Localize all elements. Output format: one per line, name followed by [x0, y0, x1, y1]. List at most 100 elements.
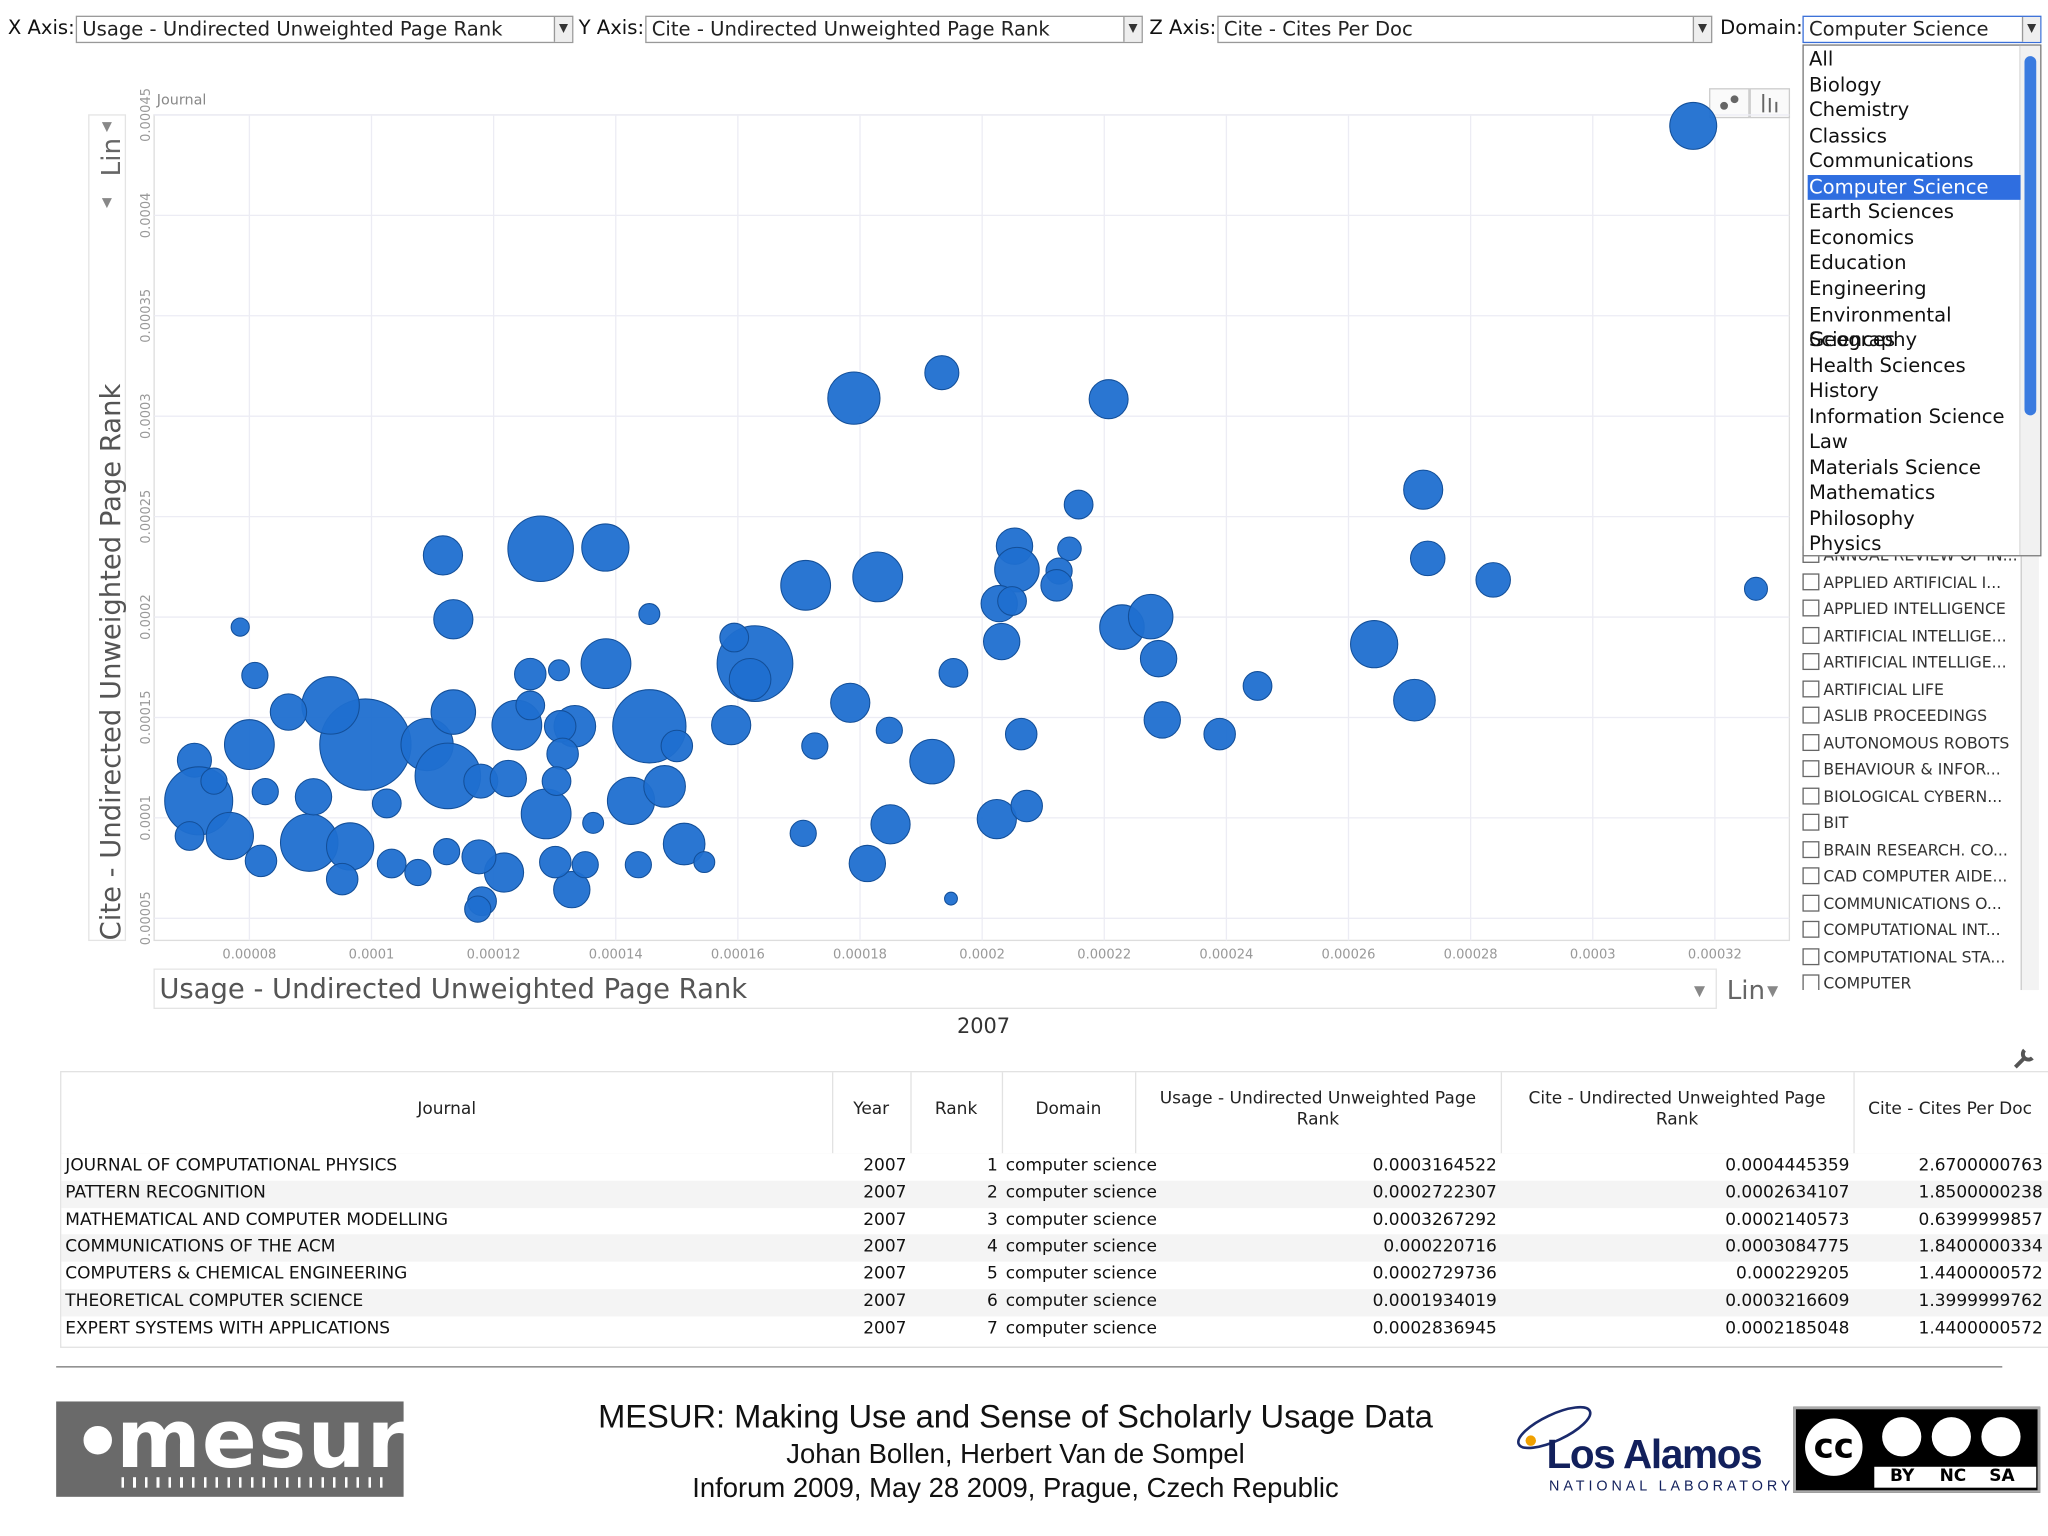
- journal-row[interactable]: COMPUTATIONAL STA...: [1802, 944, 2005, 970]
- dropdown-option[interactable]: Geography: [1808, 327, 1918, 352]
- dropdown-option[interactable]: Mathematics: [1808, 481, 1936, 505]
- bubble: [801, 732, 829, 760]
- journal-row[interactable]: APPLIED INTELLIGENCE: [1802, 596, 2006, 622]
- year-label[interactable]: 2007: [957, 1014, 1010, 1038]
- table-row[interactable]: [61, 1207, 2048, 1235]
- bubble: [848, 844, 887, 883]
- checkbox[interactable]: [1802, 572, 1820, 590]
- checkbox[interactable]: [1802, 599, 1820, 617]
- settings-icon[interactable]: [2011, 1045, 2037, 1071]
- checkbox[interactable]: [1802, 653, 1820, 671]
- domain-select[interactable]: Computer Science ▼: [1802, 15, 2042, 44]
- checkbox[interactable]: [1802, 920, 1820, 938]
- bubble: [944, 891, 958, 906]
- cc-mark: cc: [1801, 1414, 1867, 1480]
- journal-row[interactable]: CAD COMPUTER AIDE...: [1802, 863, 2007, 889]
- dropdown-option[interactable]: Physics: [1808, 532, 1882, 556]
- table-cell: computer science: [1005, 1291, 1157, 1312]
- journal-row[interactable]: ARTIFICIAL INTELLIGE...: [1802, 649, 2007, 675]
- table-cell: 2007: [863, 1237, 907, 1257]
- journal-scrollbar[interactable]: [2020, 544, 2039, 991]
- checkbox[interactable]: [1802, 760, 1820, 778]
- checkbox[interactable]: [1802, 947, 1820, 965]
- dropdown-option[interactable]: Health Sciences: [1808, 353, 1966, 377]
- journal-row[interactable]: BIOLOGICAL CYBERN...: [1802, 783, 2002, 809]
- column-header[interactable]: Usage - Undirected Unweighted Page Rank: [1159, 1089, 1477, 1130]
- column-header[interactable]: Domain: [1035, 1099, 1102, 1120]
- table-row[interactable]: [61, 1289, 2048, 1317]
- dropdown-option[interactable]: History: [1808, 378, 1879, 403]
- column-header[interactable]: Rank: [934, 1099, 978, 1120]
- journal-row[interactable]: AUTONOMOUS ROBOTS: [1802, 729, 2009, 755]
- table-cell: PATTERN RECOGNITION: [65, 1183, 266, 1203]
- cc-icon: [1981, 1417, 2021, 1457]
- column-header[interactable]: Year: [853, 1099, 890, 1120]
- dropdown-option[interactable]: Economics: [1808, 225, 1915, 250]
- bubble: [205, 811, 254, 861]
- checkbox[interactable]: [1802, 894, 1820, 912]
- bubble-view-button[interactable]: [1709, 88, 1750, 119]
- dropdown-option[interactable]: Environmental Sciences: [1808, 302, 1952, 351]
- table-row[interactable]: [61, 1234, 2048, 1262]
- y-scale-toggle[interactable]: Lin: [97, 138, 127, 176]
- table-cell: 2007: [863, 1155, 907, 1176]
- journal-row[interactable]: ARTIFICIAL INTELLIGE...: [1802, 622, 2007, 648]
- select-arrow: ▼: [553, 16, 573, 42]
- dropdown-option[interactable]: Materials Science: [1808, 455, 1981, 480]
- table-row[interactable]: [61, 1316, 2048, 1344]
- journal-name: COMPUTER: [1823, 974, 1912, 991]
- y-axis-select[interactable]: Cite - Undirected Unweighted Page Rank ▼: [645, 15, 1143, 44]
- x-scale-toggle[interactable]: Lin: [1727, 976, 1765, 1006]
- checkbox[interactable]: [1802, 733, 1820, 751]
- dropdown-option[interactable]: Philosophy: [1808, 506, 1915, 531]
- checkbox[interactable]: [1802, 626, 1820, 644]
- bubble: [230, 617, 250, 637]
- x-axis-select[interactable]: Usage - Undirected Unweighted Page Rank ▼: [75, 15, 574, 44]
- journal-row[interactable]: COMPUTER: [1802, 970, 1912, 991]
- bar-view-button[interactable]: [1749, 88, 1791, 119]
- journal-row[interactable]: BIT: [1802, 810, 1848, 836]
- dropdown-option[interactable]: Computer Science: [1807, 174, 2021, 201]
- dropdown-option[interactable]: Communications: [1808, 149, 1974, 173]
- dropdown-option[interactable]: Biology: [1808, 72, 1882, 97]
- dropdown-option[interactable]: Information Science: [1808, 404, 2005, 428]
- journal-row[interactable]: COMPUTATIONAL INT...: [1802, 917, 2001, 943]
- z-axis-select[interactable]: Cite - Cites Per Doc ▼: [1217, 15, 1713, 44]
- checkbox[interactable]: [1802, 974, 1820, 991]
- column-header[interactable]: Cite - Undirected Unweighted Page Rank: [1528, 1089, 1826, 1130]
- dropdown-option[interactable]: All: [1808, 47, 1834, 71]
- column-header[interactable]: Cite - Cites Per Doc: [1868, 1099, 2032, 1120]
- checkbox[interactable]: [1802, 679, 1820, 697]
- checkbox[interactable]: [1802, 706, 1820, 724]
- table-row[interactable]: [61, 1180, 2048, 1208]
- journal-row[interactable]: BEHAVIOUR & INFOR...: [1802, 756, 2001, 782]
- column-header[interactable]: Journal: [417, 1099, 477, 1120]
- table-row[interactable]: [61, 1261, 2048, 1290]
- table-cell: 1.4400000572: [1918, 1318, 2043, 1339]
- checkbox[interactable]: [1802, 840, 1820, 858]
- journal-row[interactable]: APPLIED ARTIFICIAL I...: [1802, 569, 2001, 595]
- scrollbar[interactable]: [2019, 45, 2041, 556]
- checkbox[interactable]: [1802, 786, 1820, 804]
- dropdown-option[interactable]: Earth Sciences: [1808, 200, 1954, 224]
- journal-row[interactable]: BRAIN RESEARCH. CO...: [1802, 837, 2008, 863]
- dropdown-option[interactable]: Law: [1808, 430, 1848, 454]
- journal-row[interactable]: ARTIFICIAL LIFE: [1802, 676, 1944, 702]
- journal-row[interactable]: ASLIB PROCEEDINGS: [1802, 703, 1987, 729]
- dropdown-option[interactable]: Engineering: [1808, 276, 1927, 301]
- select-arrow: ▼: [2021, 16, 2041, 42]
- journal-name: COMPUTATIONAL STA...: [1823, 947, 2006, 966]
- data-table: Journal Year Rank Domain Usage - Undirected …: [60, 1071, 2048, 1348]
- journal-name: COMPUTATIONAL INT...: [1823, 920, 2001, 940]
- dropdown-option[interactable]: Classics: [1808, 123, 1887, 148]
- table-row[interactable]: [61, 1153, 2048, 1181]
- dropdown-option[interactable]: Education: [1808, 251, 1907, 275]
- bubble: [1242, 671, 1273, 701]
- journal-row[interactable]: COMMUNICATIONS O...: [1802, 890, 2002, 916]
- checkbox[interactable]: [1802, 813, 1820, 831]
- bubble: [830, 682, 871, 723]
- scroll-thumb[interactable]: [2024, 56, 2037, 416]
- checkbox[interactable]: [1802, 867, 1820, 885]
- y-tick-label: 0.0003: [139, 393, 154, 439]
- dropdown-option[interactable]: Chemistry: [1808, 98, 1910, 122]
